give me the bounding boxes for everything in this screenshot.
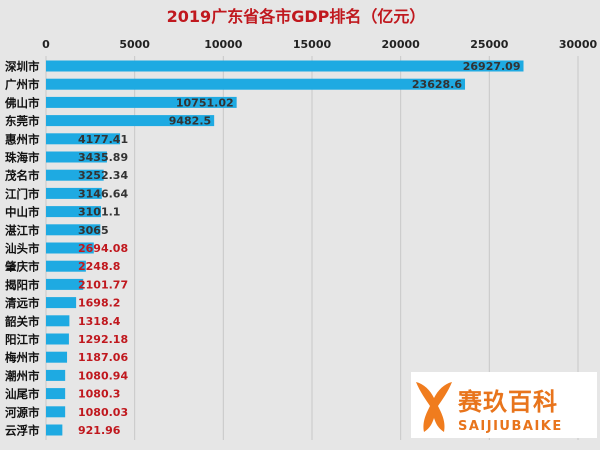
- value-label: 2248.8: [78, 260, 120, 273]
- category-label: 中山市: [5, 205, 40, 219]
- bar: [46, 242, 94, 254]
- x-tick-label: 20000: [382, 38, 421, 51]
- x-tick-label: 10000: [204, 38, 243, 51]
- bar: [46, 424, 63, 436]
- bar: [46, 369, 66, 381]
- category-label: 珠海市: [5, 151, 40, 165]
- x-tick-label: 5000: [119, 38, 150, 51]
- value-label: 921.96: [78, 424, 121, 437]
- bar: [46, 115, 215, 127]
- value-label: 3101.1: [78, 206, 120, 219]
- value-label: 23628.6: [412, 78, 462, 91]
- value-label: 1080.3: [78, 388, 120, 401]
- category-label: 河源市: [5, 405, 40, 419]
- watermark-text-cn: 赛玖百科: [457, 388, 558, 416]
- value-label: 2694.08: [78, 242, 128, 255]
- x-tick-label: 15000: [293, 38, 332, 51]
- category-label: 韶关市: [5, 314, 40, 328]
- value-label: 26927.09: [463, 60, 521, 73]
- category-label: 梅州市: [5, 351, 40, 365]
- value-label: 1080.94: [78, 369, 128, 382]
- category-label: 阳江市: [5, 333, 40, 347]
- value-label: 1698.2: [78, 297, 120, 310]
- bar: [46, 388, 66, 400]
- value-label: 3435.89: [78, 151, 128, 164]
- x-axis-ticks: 0 5000 10000 15000 20000 25000 30000: [42, 38, 597, 51]
- bar: [46, 333, 69, 345]
- bar: [46, 60, 524, 72]
- bar: [46, 224, 101, 236]
- bar: [46, 187, 102, 199]
- bar: [46, 297, 77, 309]
- bars: [46, 60, 524, 436]
- bar: [46, 260, 86, 272]
- category-label: 广州市: [5, 78, 40, 92]
- category-label: 潮州市: [5, 369, 40, 383]
- watermark-logo: 赛玖百科 SAIJIUBAIKE: [411, 372, 597, 438]
- category-label: 汕尾市: [5, 387, 40, 401]
- bar: [46, 315, 70, 327]
- bar: [46, 351, 68, 363]
- category-label: 汕头市: [5, 242, 40, 256]
- value-label: 1080.03: [78, 406, 128, 419]
- value-label: 3146.64: [78, 187, 128, 200]
- category-labels: 深圳市广州市佛山市东莞市惠州市珠海市茂名市江门市中山市湛江市汕头市肇庆市揭阳市清…: [4, 60, 40, 438]
- value-label: 2101.77: [78, 278, 128, 291]
- bar: [46, 151, 107, 163]
- value-label: 10751.02: [176, 96, 234, 109]
- bar: [46, 206, 101, 218]
- value-label: 3252.34: [78, 169, 128, 182]
- value-label: 1318.4: [78, 315, 121, 328]
- bar: [46, 133, 121, 145]
- category-label: 肇庆市: [4, 260, 40, 274]
- category-label: 茂名市: [5, 169, 40, 183]
- bar: [46, 406, 66, 418]
- chart-title: 2019广东省各市GDP排名（亿元）: [167, 7, 426, 26]
- bar: [46, 78, 466, 90]
- value-label: 1292.18: [78, 333, 128, 346]
- x-tick-label: 0: [42, 38, 50, 51]
- category-label: 湛江市: [5, 223, 40, 237]
- bar: [46, 169, 104, 181]
- value-label: 9482.5: [169, 115, 211, 128]
- category-label: 云浮市: [5, 424, 40, 438]
- whale-tail-logo-icon: [416, 382, 452, 432]
- watermark-text-en: SAIJIUBAIKE: [458, 419, 563, 434]
- category-label: 江门市: [5, 187, 40, 201]
- category-label: 揭阳市: [5, 278, 40, 292]
- bar: [46, 278, 84, 290]
- value-label: 3065: [78, 224, 109, 237]
- x-tick-label: 30000: [559, 38, 598, 51]
- category-label: 佛山市: [4, 96, 40, 110]
- x-tick-label: 25000: [470, 38, 509, 51]
- bar: [46, 96, 237, 108]
- category-label: 东莞市: [5, 114, 40, 128]
- value-label: 1187.06: [78, 351, 128, 364]
- category-label: 惠州市: [5, 132, 40, 146]
- category-label: 清远市: [5, 296, 40, 310]
- value-label: 4177.41: [78, 133, 128, 146]
- category-label: 深圳市: [5, 60, 40, 74]
